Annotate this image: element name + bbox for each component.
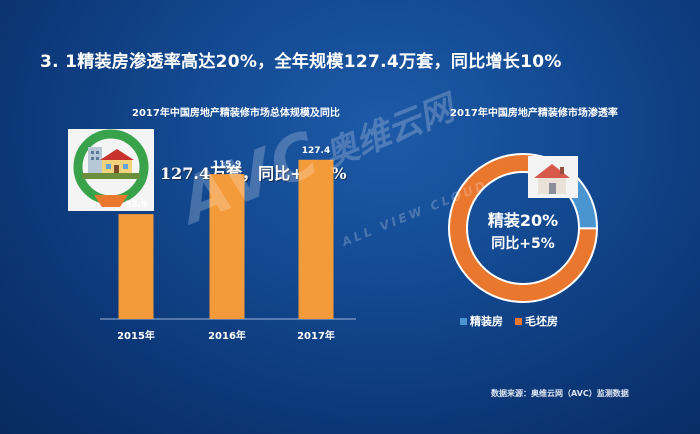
bar-category-label-0: 2015年	[117, 329, 155, 342]
donut-chart-title: 2017年中国房地产精装修市场渗透率	[450, 108, 618, 119]
legend-item-fine: 精装房	[460, 313, 503, 329]
bar-category-label-2: 2017年	[297, 329, 335, 342]
bar-category-label-1: 2016年	[208, 329, 246, 342]
legend-swatch-rough	[515, 317, 522, 325]
data-source: 数据来源：奥维云网（AVC）监测数据	[491, 389, 629, 398]
donut-legend: 精装房 毛坯房	[460, 313, 570, 329]
slide-title: 3. 1精装房渗透率高达20%，全年规模127.4万套，同比增长10%	[40, 52, 562, 72]
house-illustration-icon	[68, 129, 154, 211]
bar-series: 83.9 2015年 115.9 2016年 127.4 2017年	[100, 146, 356, 342]
bar-1	[209, 174, 245, 319]
bar-value-label-1: 115.9	[213, 160, 241, 170]
bar-chart-title: 2017年中国房地产精装修市场总体规模及同比	[132, 108, 340, 119]
house-illustration-svg	[73, 129, 149, 207]
bar-0	[118, 214, 154, 319]
bar-value-label-2: 127.4	[302, 146, 330, 156]
donut-center-sub: 同比+5%	[491, 236, 555, 252]
legend-item-rough: 毛坯房	[515, 313, 558, 329]
legend-label-rough: 毛坯房	[525, 315, 558, 328]
legend-label-fine: 精装房	[470, 315, 503, 328]
legend-swatch-fine	[460, 317, 467, 325]
home-icon	[528, 156, 578, 198]
bar-2	[298, 159, 334, 319]
bar-value-label-0: 83.9	[125, 200, 147, 210]
donut-center-label: 精装20% 同比+5%	[470, 207, 576, 253]
donut-slice-1	[448, 153, 599, 303]
donut-center-main: 精装20%	[487, 211, 559, 230]
